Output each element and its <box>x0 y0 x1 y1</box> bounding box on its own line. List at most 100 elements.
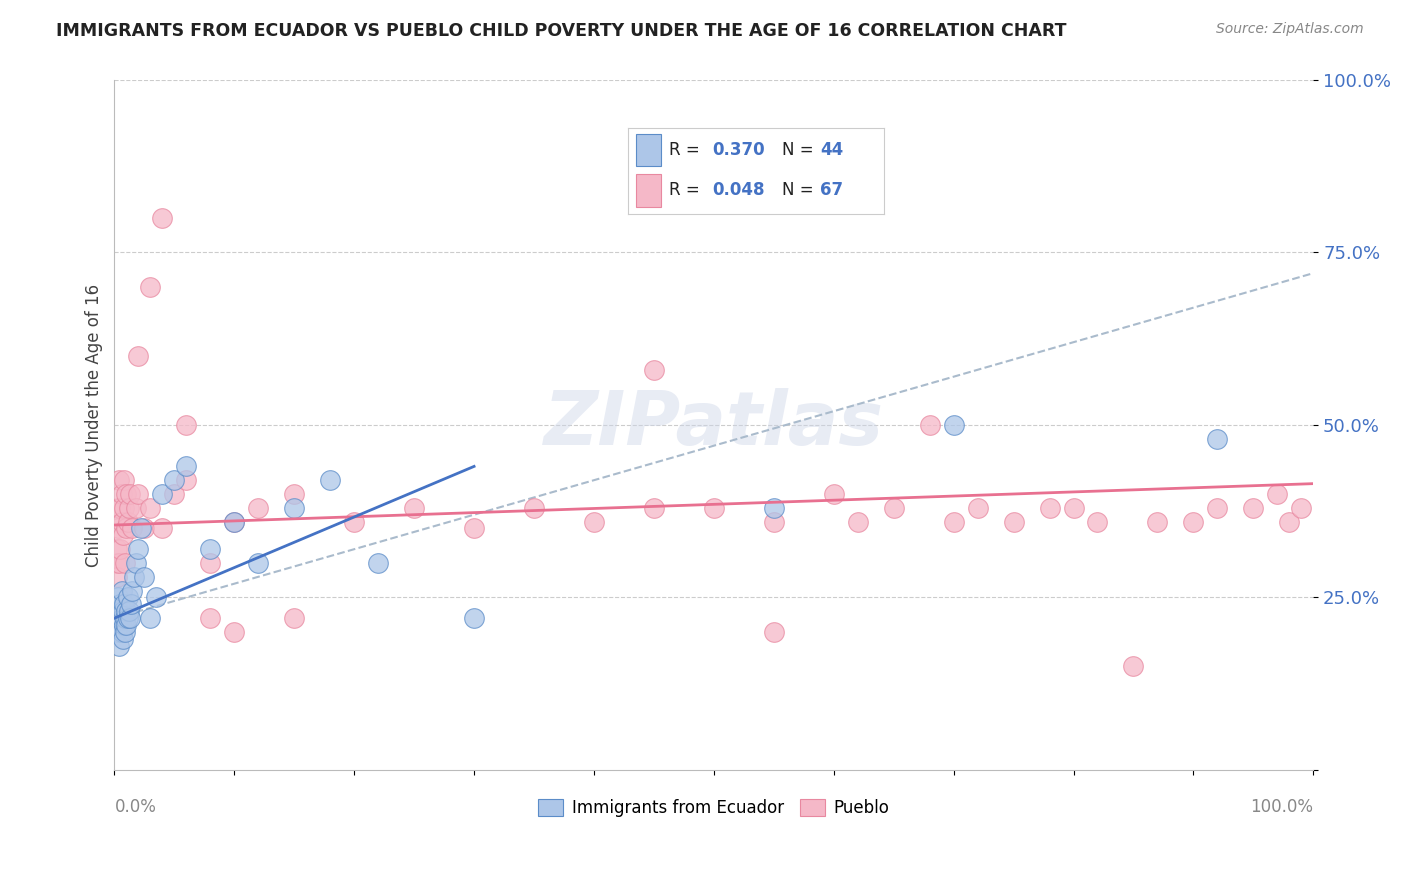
Point <box>1122 659 1144 673</box>
Point <box>111 632 134 646</box>
Point <box>247 556 270 570</box>
Point <box>942 515 965 529</box>
Point <box>108 604 131 618</box>
Point <box>115 521 138 535</box>
Point <box>108 556 131 570</box>
Point <box>176 459 198 474</box>
Point <box>200 556 222 570</box>
Point <box>107 500 129 515</box>
Point <box>163 473 186 487</box>
Point <box>112 618 135 632</box>
Point <box>110 542 132 557</box>
Point <box>343 515 366 529</box>
Point <box>1087 515 1109 529</box>
Text: 44: 44 <box>820 141 844 159</box>
Text: ZIPatlas: ZIPatlas <box>544 389 884 461</box>
Point <box>139 611 162 625</box>
Point <box>247 500 270 515</box>
Point <box>463 521 485 535</box>
Point <box>163 487 186 501</box>
Point <box>112 500 135 515</box>
Text: IMMIGRANTS FROM ECUADOR VS PUEBLO CHILD POVERTY UNDER THE AGE OF 16 CORRELATION : IMMIGRANTS FROM ECUADOR VS PUEBLO CHILD … <box>56 22 1067 40</box>
Point <box>127 349 149 363</box>
Point <box>762 500 785 515</box>
Point <box>150 211 173 225</box>
Point <box>117 515 139 529</box>
Point <box>107 611 129 625</box>
Text: Source: ZipAtlas.com: Source: ZipAtlas.com <box>1216 22 1364 37</box>
Point <box>463 611 485 625</box>
Point <box>1278 515 1301 529</box>
Point <box>523 500 546 515</box>
Point <box>117 591 139 605</box>
Point <box>1291 500 1313 515</box>
Point <box>145 591 167 605</box>
Point <box>1206 500 1229 515</box>
Point <box>1002 515 1025 529</box>
Point <box>224 515 246 529</box>
Point <box>176 473 198 487</box>
Point <box>1265 487 1288 501</box>
Point <box>117 611 139 625</box>
Point <box>110 583 132 598</box>
Point <box>110 515 132 529</box>
Point <box>404 500 426 515</box>
Point <box>110 625 132 640</box>
Point <box>1182 515 1205 529</box>
Text: 67: 67 <box>820 181 844 199</box>
Point <box>1063 500 1085 515</box>
Point <box>105 570 128 584</box>
Point <box>104 556 127 570</box>
Point <box>139 500 162 515</box>
Point <box>114 556 136 570</box>
Point <box>112 473 135 487</box>
Point <box>283 500 305 515</box>
Point <box>582 515 605 529</box>
Point <box>942 417 965 432</box>
Point <box>115 604 138 618</box>
Text: N =: N = <box>782 141 818 159</box>
Y-axis label: Child Poverty Under the Age of 16: Child Poverty Under the Age of 16 <box>86 284 103 566</box>
Point <box>283 487 305 501</box>
Point <box>110 500 132 515</box>
Point <box>127 487 149 501</box>
Bar <box>636 174 661 207</box>
Point <box>110 611 132 625</box>
Point <box>127 542 149 557</box>
Point <box>883 500 905 515</box>
Text: N =: N = <box>782 181 818 199</box>
Point <box>134 521 156 535</box>
Point <box>643 500 665 515</box>
Point <box>200 542 222 557</box>
Text: R =: R = <box>669 181 704 199</box>
Point <box>918 417 941 432</box>
Point <box>846 515 869 529</box>
Point <box>121 583 143 598</box>
Point <box>120 598 142 612</box>
Point <box>118 611 141 625</box>
Point <box>111 604 134 618</box>
Point <box>200 611 222 625</box>
Point <box>125 556 148 570</box>
Point <box>110 598 132 612</box>
Text: 0.0%: 0.0% <box>114 797 156 815</box>
Point <box>110 487 132 501</box>
Point <box>118 487 141 501</box>
Point <box>115 487 138 501</box>
Point <box>643 363 665 377</box>
Point <box>110 618 132 632</box>
Point <box>105 542 128 557</box>
Point <box>319 473 342 487</box>
Text: 0.048: 0.048 <box>713 181 765 199</box>
Point <box>111 528 134 542</box>
Point <box>108 473 131 487</box>
Text: R =: R = <box>669 141 704 159</box>
Point <box>112 598 135 612</box>
Point <box>703 500 725 515</box>
Point <box>105 625 128 640</box>
Point <box>367 556 389 570</box>
Point <box>966 500 988 515</box>
Point <box>114 611 136 625</box>
Point <box>823 487 845 501</box>
Point <box>125 500 148 515</box>
